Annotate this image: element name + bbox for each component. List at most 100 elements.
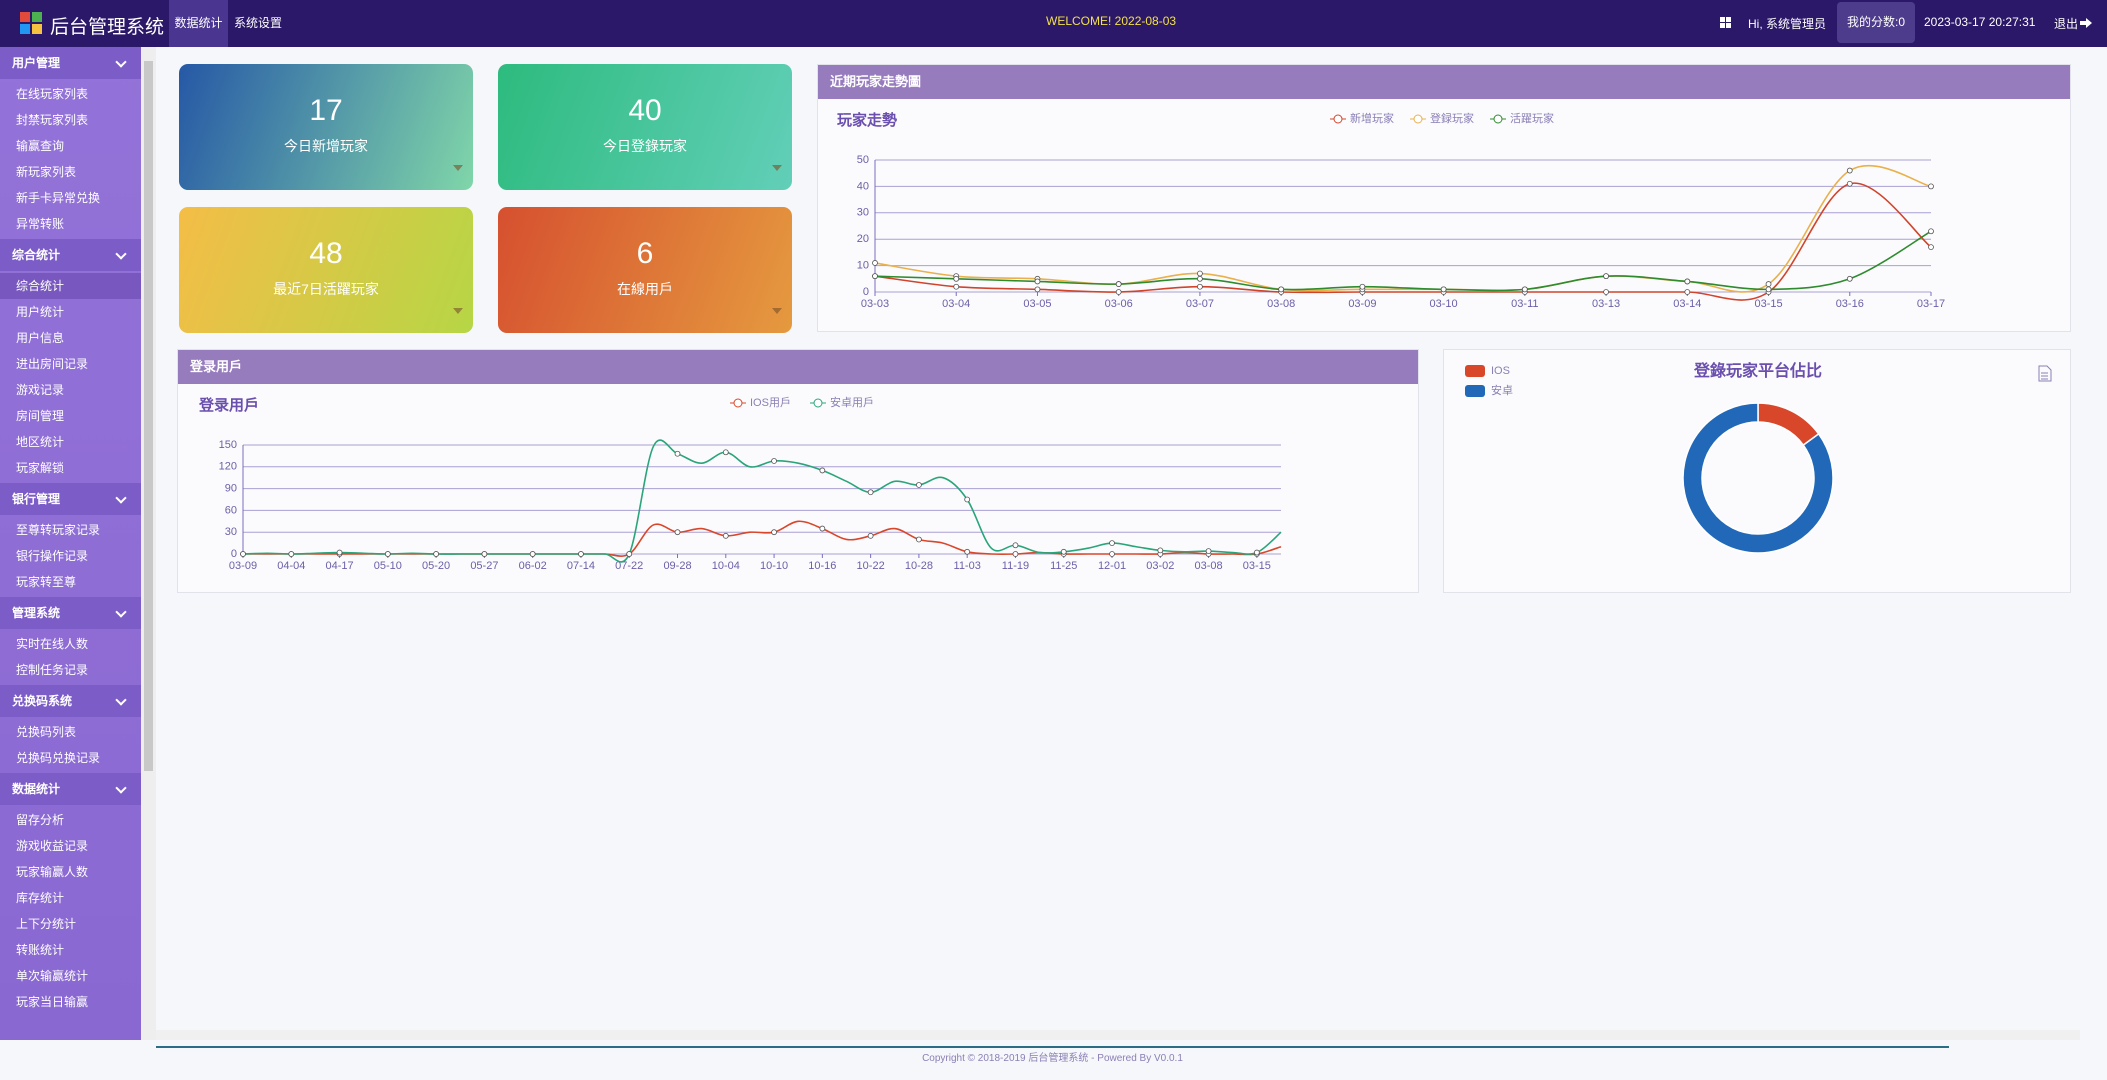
menu-group[interactable]: 管理系统 [0,597,141,629]
x-tick-label: 03-09 [229,560,257,572]
legend-icon [733,398,743,408]
menu-items: 留存分析游戏收益记录 玩家输赢人数 库存统计上下分统计转账统计单次输赢统计 玩家当日输… [0,805,141,1017]
stat-card[interactable]: 6 在線用戶 [498,207,792,333]
menu-item[interactable]: 转账统计 [16,943,65,957]
series-line [874,164,1932,293]
panel [1443,349,2071,593]
x-tick-label: 03-04 [942,298,970,310]
app-title: 后台管理系统 [50,17,165,38]
data-point [1197,275,1203,282]
x-tick-label: 03-10 [1430,298,1458,310]
data-point [1846,275,1853,282]
panel-header: 登录用戶 [178,350,1418,384]
menu-item[interactable]: 库存统计 [16,891,65,905]
menu-item[interactable]: 兑换码兑换记录 [16,751,101,765]
data-point [1157,547,1164,554]
score-button[interactable]: 我的分数:0 [1837,2,1915,43]
menu-item[interactable]: 新玩家列表 [16,165,77,179]
chart-title: 登录用戶 [198,396,259,414]
data-point [1765,286,1772,293]
legend-label: 登録玩家 [1430,111,1474,125]
x-tick-label: 11-19 [1002,560,1029,572]
logout-icon[interactable] [2080,17,2093,29]
menu-item[interactable]: 地区统计 [16,435,65,449]
legend-label: IOS用戶 [750,396,791,409]
series-line [874,182,1932,301]
x-tick-label: 10-22 [857,560,885,572]
menu-item[interactable]: 至尊转玩家记录 [16,523,101,537]
menu-group[interactable]: 综合统计 [0,239,141,271]
tab[interactable]: 数据统计 [169,0,228,47]
menu-group[interactable]: 数据统计 [0,773,141,805]
menu-item[interactable]: 用户统计 [16,305,65,319]
menu-item[interactable]: 上下分统计 [16,917,77,931]
data-point [578,551,584,557]
logout[interactable]: 退出 [2054,17,2079,31]
menu-item[interactable]: 封禁玩家列表 [16,113,89,127]
data-point [953,275,960,282]
menu-item[interactable]: 控制任务记录 [16,663,89,677]
menu-item[interactable]: 单次输赢统计 [16,969,89,983]
menu-item[interactable]: 玩家当日输赢 [16,995,89,1009]
data-point [1109,540,1115,546]
x-tick-label: 03-16 [1836,298,1864,310]
x-tick-label: 10-04 [712,560,740,572]
data-point [674,529,681,536]
menu-item[interactable]: 玩家输赢人数 [16,865,89,879]
series-line [243,520,1282,557]
x-tick-label: 03-07 [1186,298,1214,310]
panel-header: 近期玩家走勢圖 [818,65,2070,99]
menu-item[interactable]: 用户信息 [16,331,65,345]
stat-card[interactable]: 40 今日登錄玩家 [498,64,792,190]
data-point [819,525,826,532]
stat-card[interactable]: 17 今日新增玩家 [179,64,473,190]
x-tick-label: 03-09 [1348,298,1376,310]
menu-item[interactable]: 在线玩家列表 [16,87,89,101]
grid-icon[interactable] [1720,17,1731,28]
donut-slice [1682,402,1834,554]
legend-swatch [1465,385,1485,397]
menu-item[interactable]: 银行操作记录 [16,549,89,563]
data-point [433,551,440,557]
menu-item[interactable]: 输赢查询 [16,139,65,153]
data-point [1197,283,1203,290]
menu-item[interactable]: 房间管理 [16,409,65,423]
x-tick-label: 03-13 [1592,298,1620,310]
menu-item[interactable]: 玩家解锁 [16,461,65,475]
x-tick-label: 09-28 [663,560,691,572]
data-point [1684,289,1691,295]
chart-title: 登錄玩家平台佔比 [1693,361,1822,380]
data-point [240,551,246,557]
stat-value: 17 [309,94,343,127]
menu-item[interactable]: 综合统计 [0,273,141,299]
x-tick-label: 07-22 [615,560,643,572]
series-line [874,230,1932,292]
x-tick-label: 03-08 [1267,298,1295,310]
menu-group[interactable]: 用户管理 [0,47,141,79]
menu-item[interactable]: 玩家转至尊 [16,575,77,589]
menu-item[interactable]: 异常转账 [16,217,65,231]
menu-item[interactable]: 新手卡异常兑换 [16,191,101,205]
data-point [1034,286,1041,293]
menu-item[interactable]: 实时在线人数 [16,637,89,651]
tab[interactable]: 系统设置 [234,16,283,30]
menu-item[interactable]: 游戏记录 [16,383,65,397]
data-point [1115,289,1122,295]
x-tick-label: 12-01 [1098,560,1126,572]
menu-group[interactable]: 兑换码系统 [0,685,141,717]
menu-item[interactable]: 留存分析 [16,813,65,827]
x-tick-label: 11-25 [1050,560,1077,572]
stat-card[interactable]: 48 最近7日活躍玩家 [179,207,473,333]
menu-item[interactable]: 兑换码列表 [16,725,77,739]
menu-items: 至尊转玩家记录 银行操作记录 玩家转至尊 [0,515,141,597]
x-tick-label: 06-02 [519,560,547,572]
data-point [1765,281,1772,287]
stat-label: 今日登錄玩家 [603,138,687,154]
menu-item[interactable]: 进出房间记录 [16,357,89,371]
menu-group[interactable]: 银行管理 [0,483,141,515]
menu-item[interactable]: 游戏收益记录 [16,839,89,853]
doc-icon[interactable] [2038,365,2052,382]
data-point [819,467,826,474]
data-point [626,551,633,557]
